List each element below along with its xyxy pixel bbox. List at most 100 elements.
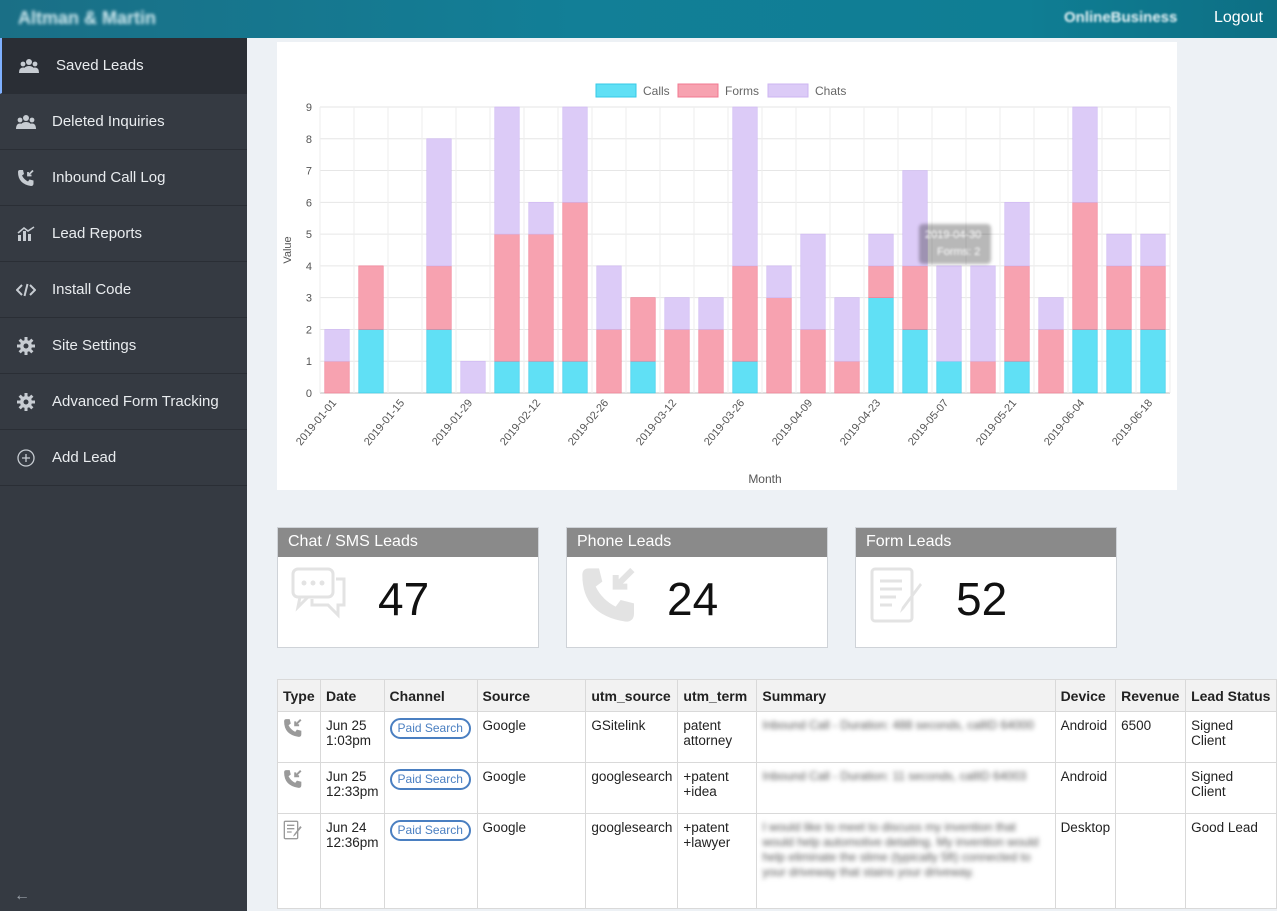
table-row[interactable]: Jun 24 12:36pm Paid Search Google googles… [277,813,1277,909]
bar-calls [732,360,758,394]
chat-bubbles-icon [290,565,348,626]
bar-chart-icon [0,225,52,242]
sidebar-item-label: Deleted Inquiries [52,113,165,130]
row-utm-source: googlesearch [585,813,679,909]
sidebar-item-label: Site Settings [52,337,137,354]
bar-calls [494,360,520,394]
gear-icon [0,392,52,411]
row-date: Jun 25 [325,718,367,733]
phone-incoming-icon [283,718,303,741]
col-type[interactable]: Type [277,679,321,712]
channel-badge[interactable]: Paid Search [389,718,471,739]
sidebar-item-inbound-call-log[interactable]: Inbound Call Log [0,150,247,206]
bar-forms [970,360,996,394]
x-tick-label: 2019-03-26 [702,397,747,448]
bar-chats [1038,297,1064,330]
bar-forms [1038,329,1064,394]
sidebar-item-install-code[interactable]: Install Code [0,262,247,318]
y-tick-label: 8 [306,134,312,146]
leads-table: Type Date Channel Source utm_source utm_… [277,679,1277,909]
collapse-sidebar-button[interactable]: ← [14,887,30,904]
phone-incoming-icon [283,769,303,792]
row-device: Desktop [1054,813,1117,909]
row-time: 1:03pm [325,733,372,748]
x-tick-label: 2019-06-18 [1110,397,1155,448]
bar-chats [732,106,758,267]
bar-forms [732,265,758,362]
bar-chats [1106,233,1132,267]
bar-forms [834,360,860,394]
bar-forms [1072,202,1098,330]
bar-forms [664,329,690,394]
sidebar-item-deleted-inquiries[interactable]: Deleted Inquiries [0,94,247,150]
table-header-row: Type Date Channel Source utm_source utm_… [277,679,1277,712]
users-icon [2,58,56,74]
table-row[interactable]: Jun 25 12:33pm Paid Search Google googles… [277,762,1277,814]
gear-icon [0,336,52,355]
sidebar-item-add-lead[interactable]: Add Lead [0,430,247,486]
bar-forms [596,329,622,394]
plus-circle-icon [0,448,52,467]
col-device[interactable]: Device [1054,679,1117,712]
y-tick-label: 0 [306,388,312,400]
x-tick-label: 2019-04-09 [770,397,815,448]
card-title: Form Leads [856,528,1116,557]
row-time: 12:36pm [325,835,379,850]
bar-forms [324,360,350,394]
row-summary: Inbound Call - Duration: 488 seconds, ca… [762,718,1034,732]
row-utm-term: +patent +idea [677,762,758,814]
x-tick-label: 2019-06-04 [1042,397,1087,448]
col-utm-source[interactable]: utm_source [585,679,679,712]
x-tick-label: 2019-01-29 [430,397,475,448]
col-lead-status[interactable]: Lead Status [1185,679,1277,712]
bar-calls [1004,360,1030,394]
bar-chats [494,106,520,235]
y-tick-label: 7 [306,166,312,178]
col-summary[interactable]: Summary [756,679,1056,712]
bar-chats [1004,202,1030,267]
bar-chats [1140,233,1166,267]
col-utm-term[interactable]: utm_term [677,679,758,712]
sidebar-item-site-settings[interactable]: Site Settings [0,318,247,374]
bar-calls [528,360,554,394]
brand-name[interactable]: Altman & Martin [18,8,157,28]
sidebar-item-advanced-form-tracking[interactable]: Advanced Form Tracking [0,374,247,430]
bar-forms [494,233,520,362]
bar-calls [630,360,656,394]
row-lead-status[interactable]: Signed Client [1185,711,1277,763]
row-lead-status[interactable]: Good Lead [1185,813,1277,909]
channel-badge[interactable]: Paid Search [389,820,471,841]
sidebar-item-saved-leads[interactable]: Saved Leads [0,38,247,94]
logout-button[interactable]: Logout [1214,9,1263,26]
leads-chart: 0 1 2 3 4 5 6 7 8 9 2019-01-01 2019-01-15 2019-01-29… [282,83,1171,486]
sidebar-item-label: Inbound Call Log [52,169,166,186]
row-revenue: 6500 [1115,711,1187,763]
row-lead-status[interactable]: Signed Client [1185,762,1277,814]
col-date[interactable]: Date [319,679,385,712]
x-tick-label: 2019-02-26 [566,397,611,448]
y-tick-label: 6 [306,197,312,209]
tooltip-title: 2019-04-30 [925,229,981,241]
col-channel[interactable]: Channel [383,679,478,712]
legend-swatch-calls [595,83,637,98]
bar-forms [562,202,588,362]
col-revenue[interactable]: Revenue [1115,679,1187,712]
table-row[interactable]: Jun 25 1:03pm Paid Search Google GSitelin… [277,711,1277,763]
x-axis-label: Month [748,472,781,486]
legend-label: Chats [815,84,846,98]
bar-chats [596,265,622,330]
bar-chats [426,138,452,267]
legend-swatch-forms [677,83,719,98]
bar-calls [868,297,894,394]
col-source[interactable]: Source [476,679,587,712]
sidebar-item-label: Add Lead [52,449,117,466]
row-revenue [1115,762,1187,814]
bar-forms [528,233,554,362]
x-tick-label: 2019-01-15 [362,397,407,448]
sidebar-item-label: Lead Reports [52,225,143,242]
bar-calls [902,329,928,394]
bar-chats [664,297,690,330]
bar-chats [766,265,792,298]
channel-badge[interactable]: Paid Search [389,769,471,790]
sidebar-item-lead-reports[interactable]: Lead Reports [0,206,247,262]
